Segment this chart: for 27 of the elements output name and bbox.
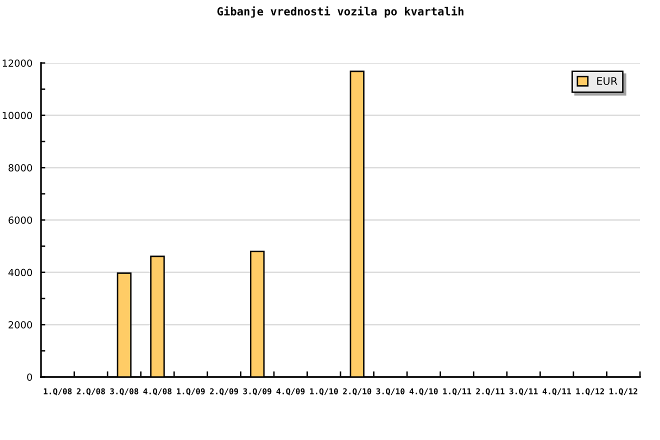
y-tick-label: 8000 xyxy=(8,164,32,172)
legend-label: EUR xyxy=(597,77,618,85)
y-tick-label: 0 xyxy=(27,373,32,381)
y-tick-label: 10000 xyxy=(2,112,32,120)
x-tick-label: 1.Q/08 xyxy=(44,388,72,396)
x-tick-label: 4.Q/08 xyxy=(143,388,172,396)
x-tick-label: 3.Q/10 xyxy=(376,388,404,396)
x-tick-label: 3.Q/08 xyxy=(110,388,138,396)
x-tick-label: 3.Q/11 xyxy=(509,388,538,396)
x-tick-label: 2.Q/08 xyxy=(76,388,105,396)
x-tick-label: 2.Q/10 xyxy=(343,388,372,396)
x-tick-label: 1.Q/09 xyxy=(176,388,205,396)
x-tick-label: 1.Q/12 xyxy=(610,388,638,396)
y-tick-label: 4000 xyxy=(8,268,32,276)
x-tick-label: 2.Q/09 xyxy=(210,388,238,396)
x-tick-label: 4.Q/10 xyxy=(410,388,438,396)
x-tick-label: 3.Q/09 xyxy=(243,388,272,396)
x-tick-label: 4.Q/09 xyxy=(276,388,305,396)
y-tick-label: 6000 xyxy=(8,216,32,224)
x-tick-label: 2.Q/11 xyxy=(476,388,504,396)
y-tick-label: 12000 xyxy=(2,59,32,67)
x-tick-label: 1.Q/12 xyxy=(576,388,604,396)
chart-title: Gibanje vrednosti vozila po kvartalih xyxy=(217,6,464,18)
y-tick-label: 2000 xyxy=(8,321,32,328)
x-tick-label: 1.Q/11 xyxy=(443,388,472,396)
x-tick-label: 1.Q/10 xyxy=(310,388,338,396)
x-tick-label: 4.Q/11 xyxy=(542,388,571,396)
